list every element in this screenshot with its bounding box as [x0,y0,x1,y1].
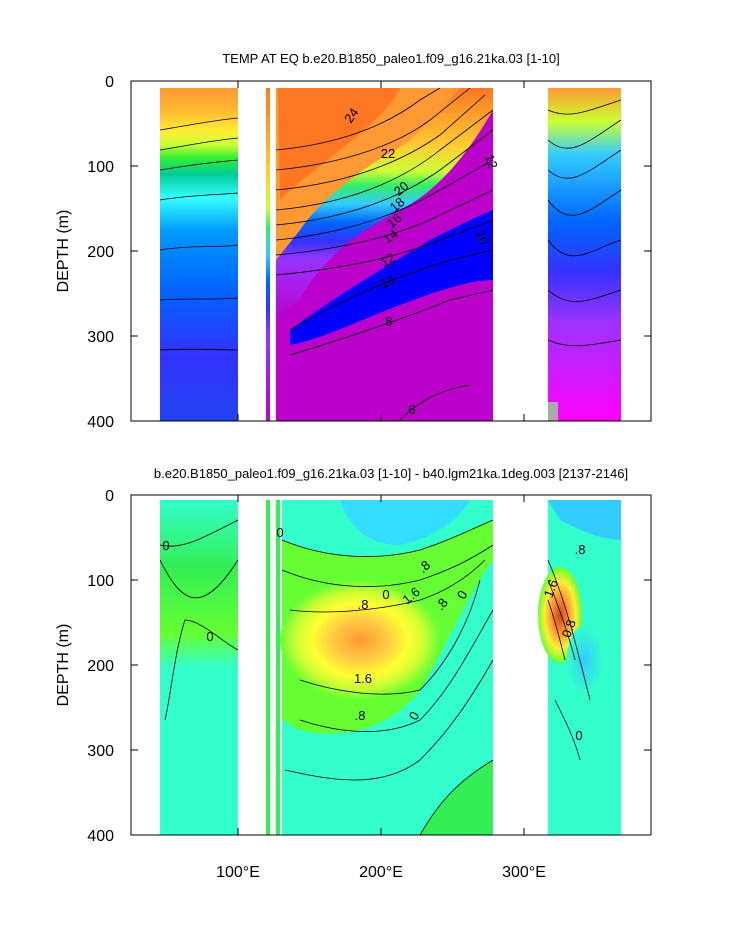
panel1-contour-label: 10 [378,272,397,291]
panel2-y-tick-labels: 0 100 200 300 400 [87,488,114,845]
panel2-cold-top-east [548,500,621,540]
y-tick-label: 300 [87,743,114,760]
panel2-x-tick-labels: 100°E 200°E 300°E [216,864,546,881]
y-tick-label: 200 [87,658,114,675]
panel1-ticks [131,80,651,422]
y-tick-label: 300 [87,329,114,346]
panel1-field-west [160,88,238,421]
y-tick-label: 400 [87,414,114,431]
x-tick-label: 100°E [216,864,260,881]
y-tick-label: 0 [105,488,114,505]
panel2-cold-spot [567,625,603,695]
y-tick-label: 100 [87,573,114,590]
panel1-contour-label: 6 [408,402,415,417]
panel2-contour-label: .8 [355,708,366,723]
panel2-contour-label: .8 [358,597,369,612]
panel2-contours [159,519,591,835]
y-tick-label: 400 [87,828,114,845]
panel1-contour-label: 10 [473,228,492,247]
panel2-field-west [160,500,238,835]
panel1-y-axis-label: DEPTH (m) [55,210,72,293]
panel2-contour-label: 0 [206,629,213,644]
panel2-contour-label: 1.6 [354,671,372,686]
panel1-contour-label: 8 [385,314,392,329]
panel1-field: 24 22 20 18 16 14 12 10 8 6 12 10 [159,87,622,421]
panel-temperature: TEMP AT EQ b.e20.B1850_paleo1.f09_g16.21… [55,51,652,431]
panel1-contour-label: 12 [482,152,501,171]
panel1-field-east [548,88,621,421]
x-tick-label: 200°E [359,864,403,881]
y-tick-label: 100 [87,159,114,176]
panel-temperature-difference: b.e20.B1850_paleo1.f09_g16.21ka.03 [1-10… [55,466,652,881]
panel2-field: 0 0 0 .8 0 .8 1.6 .8 0 1.6 .8 0 .8 1.6 0… [159,500,621,835]
panel2-contour-label: 0.8 [559,617,579,639]
y-tick-label: 200 [87,244,114,261]
panel1-contour-label: 12 [378,250,398,270]
panel2-contour-label: .8 [575,542,586,557]
panel2-title: b.e20.B1850_paleo1.f09_g16.21ka.03 [1-10… [154,466,628,481]
panel2-field-strip [266,500,270,835]
panel2-contour-label: 0 [382,587,389,602]
panel2-contour-label: 1.6 [541,577,561,599]
panel1-band-hot [278,88,400,200]
panel1-title: TEMP AT EQ b.e20.B1850_paleo1.f09_g16.21… [222,51,560,66]
panel1-contour-label: 14 [380,226,400,247]
x-tick-label: 300°E [502,864,546,881]
panel2-contour-label: 0 [276,525,283,540]
panel1-contour-label: 22 [381,146,395,161]
panel1-band-deepblue [290,210,493,345]
panel1-field-strip [266,88,270,421]
panel2-ticks [131,494,651,836]
panel2-cold-top [340,500,470,545]
panel1-contour-label: 24 [341,105,362,125]
panel2-contour-label: 0 [575,728,582,743]
panel2-field-strip2 [276,500,280,835]
panel1-seafloor [548,402,558,421]
panel2-warm-blob [280,580,440,700]
panel1-contours [159,87,622,421]
y-tick-label: 0 [105,74,114,91]
panel2-green-bottom [420,760,493,835]
panel2-contour-label: 0 [162,538,169,553]
panel2-y-axis-label: DEPTH (m) [55,624,72,707]
panel1-y-tick-labels: 0 100 200 300 400 [87,74,114,431]
